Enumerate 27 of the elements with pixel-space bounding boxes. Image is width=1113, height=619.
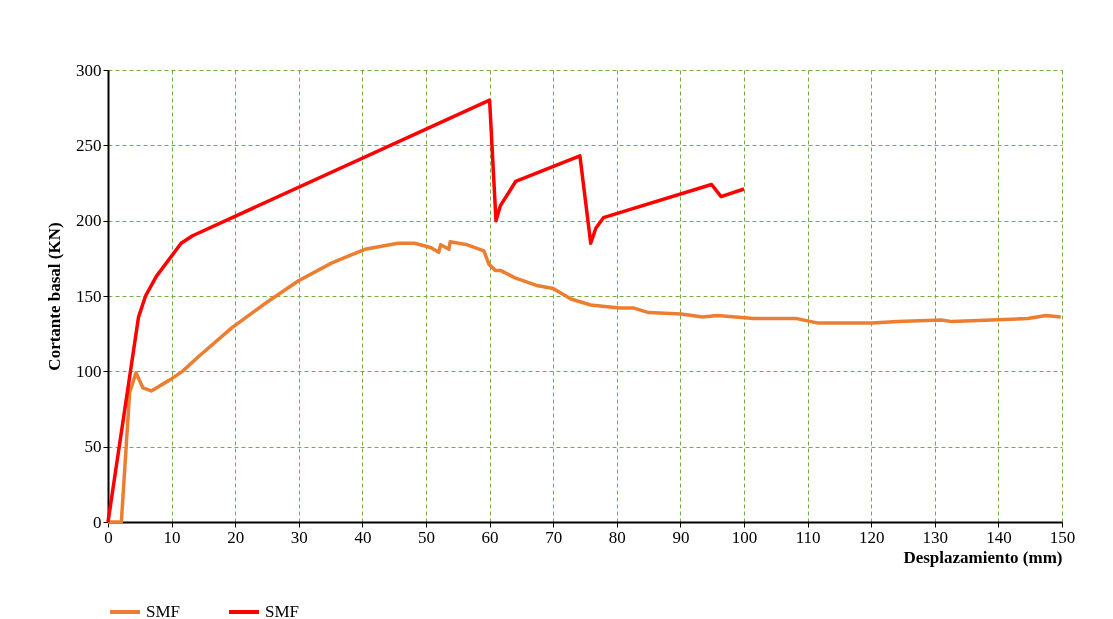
y-tick-label: 300	[76, 60, 102, 80]
x-tick-label: 100	[731, 527, 758, 547]
x-tick-label: 90	[672, 527, 690, 547]
x-tick-label: 50	[418, 527, 435, 547]
line-series	[106, 98, 746, 524]
x-tick-label: 130	[922, 527, 949, 547]
y-tick-label: 150	[76, 286, 102, 306]
x-tick-label: 140	[986, 527, 1012, 547]
x-axis-title: Desplazamiento (mm)	[903, 547, 1063, 567]
legend-label: SMF	[146, 602, 181, 619]
x-tick-label: 40	[354, 527, 372, 547]
x-tick-label: 80	[608, 527, 626, 547]
y-tick-label: 0	[93, 512, 102, 532]
x-tick-label: 150	[1049, 527, 1076, 547]
x-tick-label: 70	[545, 527, 563, 547]
y-tick-label: 50	[84, 437, 102, 457]
y-tick-label: 250	[76, 135, 102, 155]
y-tick-label: 200	[76, 211, 102, 231]
legend-label: SMF	[265, 602, 300, 619]
y-tick-label: 100	[76, 361, 102, 381]
x-tick-label: 110	[795, 527, 821, 547]
x-tick-label: 10	[163, 527, 181, 547]
x-tick-label: 20	[227, 527, 245, 547]
y-axis-title: Cortante basal (KN)	[45, 222, 64, 371]
x-tick-label: 120	[858, 527, 885, 547]
x-tick-label: 60	[481, 527, 499, 547]
x-tick-label: 30	[290, 527, 308, 547]
